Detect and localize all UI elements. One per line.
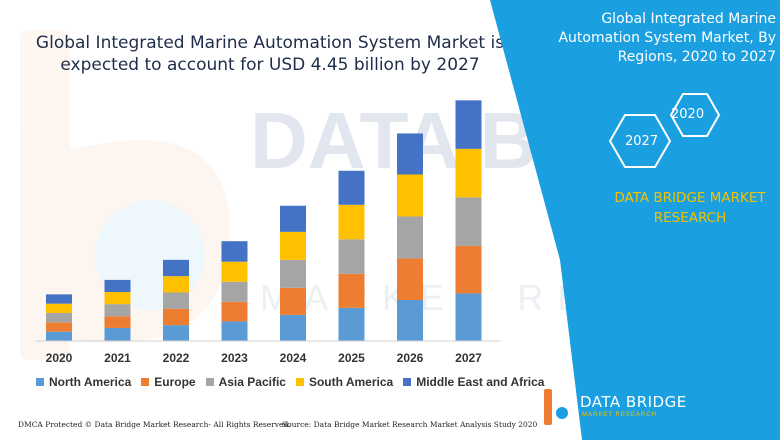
x-tick-label: 2020	[46, 351, 73, 365]
x-tick-label: 2026	[397, 351, 424, 365]
bar-middle-east-and-africa-2024	[280, 205, 306, 232]
bar-middle-east-and-africa-2021	[104, 279, 131, 293]
bar-middle-east-and-africa-2026	[397, 133, 423, 175]
bar-south-america-2027	[455, 148, 482, 198]
hex-2020-outline	[669, 93, 721, 137]
bar-north-america-2024	[280, 314, 306, 341]
legend-swatch	[36, 378, 44, 386]
bar-asia-pacific-2026	[397, 216, 423, 259]
hex-2020-label: 2020	[671, 107, 705, 122]
bar-south-america-2021	[104, 292, 131, 305]
legend-swatch	[295, 378, 304, 386]
bar-europe-2026	[397, 258, 423, 300]
bar-asia-pacific-2023	[221, 281, 248, 302]
brand-text: DATA BRIDGE MARKET RESEARCH	[614, 190, 766, 226]
bar-south-america-2025	[338, 204, 365, 240]
bar-asia-pacific-2022	[163, 292, 189, 309]
bar-middle-east-and-africa-2023	[221, 241, 248, 262]
bar-europe-2021	[104, 316, 131, 328]
x-tick-group: 2020 2021 2022 2023 2024 2025 2026 2027	[46, 351, 483, 365]
bar-europe-2024	[280, 287, 306, 315]
bar-south-america-2023	[221, 261, 248, 282]
bars-group	[46, 100, 482, 341]
bar-asia-pacific-2021	[104, 304, 131, 317]
hex-2027-outline	[608, 114, 672, 168]
bar-middle-east-and-africa-2027	[455, 100, 482, 149]
chart-title: Global Integrated Marine Automation Syst…	[35, 33, 505, 75]
legend-label: South America	[308, 375, 394, 389]
legend-label: Europe	[154, 375, 196, 389]
side-panel-background	[490, 0, 780, 440]
x-tick-label: 2024	[280, 351, 307, 365]
legend-label: Asia Pacific	[218, 375, 286, 389]
dmca-notice: DMCA Protected © Data Bridge Market Rese…	[18, 420, 291, 429]
legend-item: South America	[295, 375, 394, 389]
legend-item: Middle East and Africa	[403, 375, 544, 389]
bar-south-america-2024	[280, 231, 306, 260]
bar-south-america-2022	[163, 276, 189, 293]
bar-north-america-2023	[221, 321, 248, 341]
x-tick-label: 2022	[163, 351, 190, 365]
bar-asia-pacific-2025	[338, 239, 365, 274]
x-tick-label: 2027	[455, 351, 482, 365]
bar-middle-east-and-africa-2022	[163, 259, 189, 277]
hex-2027-label: 2027	[625, 134, 659, 149]
legend-swatch	[403, 378, 412, 386]
logo-name: DATA BRIDGE	[580, 393, 687, 411]
bar-north-america-2021	[104, 327, 131, 341]
x-tick-label: 2023	[221, 351, 248, 365]
bar-south-america-2020	[46, 303, 72, 314]
legend-swatch	[141, 378, 150, 386]
bar-europe-2023	[221, 301, 248, 322]
bar-asia-pacific-2020	[46, 313, 72, 323]
bar-north-america-2027	[455, 293, 482, 341]
bar-europe-2027	[455, 245, 482, 294]
bar-north-america-2025	[338, 307, 365, 341]
legend-item: Asia Pacific	[205, 375, 286, 389]
x-tick-label: 2021	[104, 351, 131, 365]
bar-south-america-2026	[397, 174, 423, 217]
bar-north-america-2020	[46, 331, 72, 341]
bar-asia-pacific-2024	[280, 259, 306, 288]
bar-north-america-2022	[163, 325, 189, 341]
logo-icon	[544, 389, 572, 425]
source-note: Source: Data Bridge Market Research Mark…	[282, 420, 538, 429]
logo-tagline: MARKET RESEARCH	[582, 412, 657, 418]
bar-middle-east-and-africa-2020	[46, 294, 72, 304]
legend-item: North America	[36, 375, 131, 389]
legend-label: Middle East and Africa	[416, 375, 545, 389]
legend-item: Europe	[141, 375, 196, 389]
bar-europe-2020	[46, 322, 72, 332]
legend-swatch	[205, 378, 214, 386]
chart: 2020 2021 2022 2023 2024 2025 2026 2027	[36, 100, 500, 365]
x-tick-label: 2025	[338, 351, 365, 365]
bar-europe-2022	[163, 308, 189, 326]
legend-label: North America	[49, 375, 132, 389]
side-panel	[490, 0, 780, 440]
bar-asia-pacific-2027	[455, 197, 482, 246]
bar-europe-2025	[338, 273, 365, 308]
bar-middle-east-and-africa-2025	[338, 170, 365, 205]
bar-north-america-2026	[397, 299, 423, 341]
legend: North America Europe Asia Pacific South Ame…	[36, 375, 556, 389]
panel-title: Global Integrated Marine Automation Syst…	[558, 11, 776, 65]
